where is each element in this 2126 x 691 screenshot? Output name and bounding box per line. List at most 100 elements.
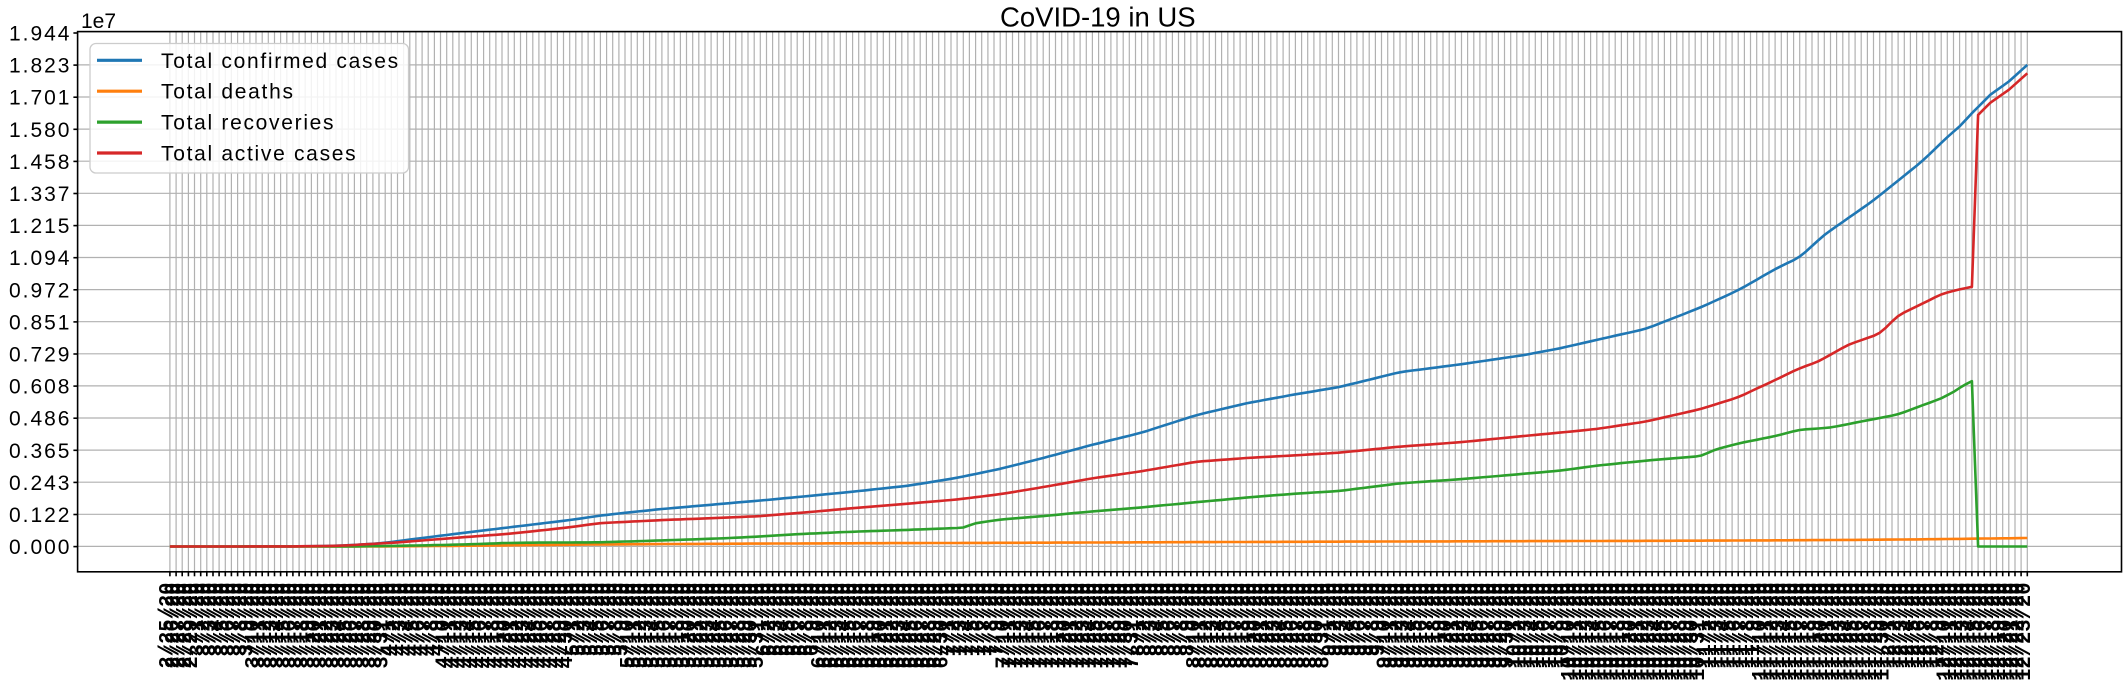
svg-text:Total recoveries: Total recoveries (161, 112, 335, 135)
svg-text:11/16/20: 11/16/20 (1786, 583, 1809, 681)
svg-text:1e7: 1e7 (81, 10, 116, 33)
svg-text:11/19/20: 11/19/20 (1805, 583, 1828, 681)
svg-text:5/24/20: 5/24/20 (704, 583, 727, 669)
svg-text:3/12/20: 3/12/20 (255, 583, 278, 669)
svg-text:6/21/20: 6/21/20 (876, 583, 899, 669)
svg-text:8/8/20: 8/8/20 (1171, 583, 1194, 657)
svg-text:8/17/20: 8/17/20 (1227, 583, 1250, 669)
svg-text:8/6/20: 8/6/20 (1159, 583, 1182, 657)
svg-text:12/9/20: 12/9/20 (1928, 583, 1951, 669)
svg-text:3/28/20: 3/28/20 (353, 583, 376, 669)
svg-text:4/13/20: 4/13/20 (452, 583, 475, 669)
svg-text:10/29/20: 10/29/20 (1676, 583, 1699, 681)
svg-text:6/1/20: 6/1/20 (753, 583, 776, 657)
svg-text:7/12/20: 7/12/20 (1005, 583, 1028, 669)
svg-text:9/25/20: 9/25/20 (1466, 583, 1489, 669)
svg-text:4/26/20: 4/26/20 (532, 583, 555, 669)
svg-text:7/8/20: 7/8/20 (981, 583, 1004, 657)
svg-text:10/26/20: 10/26/20 (1657, 583, 1680, 681)
svg-text:12/3/20: 12/3/20 (1891, 583, 1914, 669)
svg-text:8/15/20: 8/15/20 (1214, 583, 1237, 669)
svg-text:11/1/20: 11/1/20 (1694, 583, 1717, 669)
svg-text:5/31/20: 5/31/20 (747, 583, 770, 669)
svg-text:11/4/20: 11/4/20 (1712, 583, 1735, 669)
svg-text:6/24/20: 6/24/20 (894, 583, 917, 669)
svg-text:4/27/20: 4/27/20 (538, 583, 561, 669)
svg-text:10/14/20: 10/14/20 (1583, 583, 1606, 681)
svg-text:5/28/20: 5/28/20 (728, 583, 751, 669)
svg-text:5/4/20: 5/4/20 (581, 583, 604, 657)
svg-text:0.000: 0.000 (9, 536, 72, 559)
svg-text:11/30/20: 11/30/20 (1872, 583, 1895, 681)
svg-text:8/4/20: 8/4/20 (1147, 583, 1170, 657)
svg-text:6/15/20: 6/15/20 (839, 583, 862, 669)
svg-text:7/10/20: 7/10/20 (993, 583, 1016, 669)
svg-text:10/5/20: 10/5/20 (1528, 583, 1551, 669)
svg-text:3/4/20: 3/4/20 (206, 583, 229, 657)
svg-text:3/20/20: 3/20/20 (304, 583, 327, 669)
svg-text:3/11/20: 3/11/20 (249, 583, 272, 669)
svg-text:6/20/20: 6/20/20 (870, 583, 893, 669)
svg-text:11/22/20: 11/22/20 (1823, 583, 1846, 681)
svg-text:7/17/20: 7/17/20 (1036, 583, 1059, 669)
svg-text:9/9/20: 9/9/20 (1368, 583, 1391, 657)
svg-text:3/23/20: 3/23/20 (323, 583, 346, 669)
svg-text:7/16/20: 7/16/20 (1030, 583, 1053, 669)
svg-text:5/10/20: 5/10/20 (618, 583, 641, 669)
svg-text:4/14/20: 4/14/20 (458, 583, 481, 669)
svg-text:5/8/20: 5/8/20 (605, 583, 628, 657)
svg-text:6/7/20: 6/7/20 (790, 583, 813, 657)
svg-text:0.122: 0.122 (9, 504, 72, 527)
svg-text:9/15/20: 9/15/20 (1405, 583, 1428, 669)
svg-text:5/21/20: 5/21/20 (685, 583, 708, 669)
svg-text:10/16/20: 10/16/20 (1596, 583, 1619, 681)
svg-text:4/1/20: 4/1/20 (378, 583, 401, 657)
svg-text:5/26/20: 5/26/20 (716, 583, 739, 669)
svg-text:6/19/20: 6/19/20 (864, 583, 887, 669)
svg-text:12/18/20: 12/18/20 (1983, 583, 2006, 681)
svg-text:11/11/20: 11/11/20 (1756, 583, 1779, 681)
svg-text:12/19/20: 12/19/20 (1989, 583, 2012, 681)
svg-text:10/10/20: 10/10/20 (1559, 583, 1582, 681)
svg-text:8/30/20: 8/30/20 (1307, 583, 1330, 669)
svg-text:11/13/20: 11/13/20 (1768, 583, 1791, 681)
svg-text:8/16/20: 8/16/20 (1220, 583, 1243, 669)
svg-text:11/24/20: 11/24/20 (1835, 583, 1858, 681)
svg-text:12/13/20: 12/13/20 (1952, 583, 1975, 681)
svg-text:5/29/20: 5/29/20 (735, 583, 758, 669)
svg-text:3/30/20: 3/30/20 (366, 583, 389, 669)
svg-text:4/3/20: 4/3/20 (390, 583, 413, 657)
svg-text:10/18/20: 10/18/20 (1608, 583, 1631, 681)
svg-text:7/25/20: 7/25/20 (1085, 583, 1108, 669)
svg-text:10/22/20: 10/22/20 (1633, 583, 1656, 681)
svg-text:9/1/20: 9/1/20 (1319, 583, 1342, 657)
svg-text:9/28/20: 9/28/20 (1485, 583, 1508, 669)
svg-text:5/17/20: 5/17/20 (661, 583, 684, 669)
svg-text:10/3/20: 10/3/20 (1516, 583, 1539, 669)
svg-text:0.243: 0.243 (9, 472, 72, 495)
svg-text:9/2/20: 9/2/20 (1325, 583, 1348, 657)
svg-text:8/18/20: 8/18/20 (1233, 583, 1256, 669)
svg-text:7/31/20: 7/31/20 (1122, 583, 1145, 669)
svg-text:8/28/20: 8/28/20 (1294, 583, 1317, 669)
svg-text:2/26/20: 2/26/20 (163, 583, 186, 669)
svg-text:5/19/20: 5/19/20 (673, 583, 696, 669)
svg-text:3/27/20: 3/27/20 (347, 583, 370, 669)
svg-text:9/7/20: 9/7/20 (1356, 583, 1379, 657)
svg-text:9/29/20: 9/29/20 (1491, 583, 1514, 669)
svg-text:7/2/20: 7/2/20 (944, 583, 967, 657)
svg-text:5/30/20: 5/30/20 (741, 583, 764, 669)
svg-text:4/23/20: 4/23/20 (513, 583, 536, 669)
svg-text:10/27/20: 10/27/20 (1663, 583, 1686, 681)
svg-text:3/26/20: 3/26/20 (341, 583, 364, 669)
svg-text:5/16/20: 5/16/20 (655, 583, 678, 669)
svg-text:4/10/20: 4/10/20 (433, 583, 456, 669)
svg-text:0.851: 0.851 (9, 311, 72, 334)
svg-text:9/3/20: 9/3/20 (1331, 583, 1354, 657)
svg-text:6/23/20: 6/23/20 (888, 583, 911, 669)
svg-text:8/12/20: 8/12/20 (1196, 583, 1219, 669)
svg-text:9/19/20: 9/19/20 (1430, 583, 1453, 669)
svg-text:5/5/20: 5/5/20 (587, 583, 610, 657)
svg-text:6/22/20: 6/22/20 (882, 583, 905, 669)
svg-text:7/15/20: 7/15/20 (1024, 583, 1047, 669)
